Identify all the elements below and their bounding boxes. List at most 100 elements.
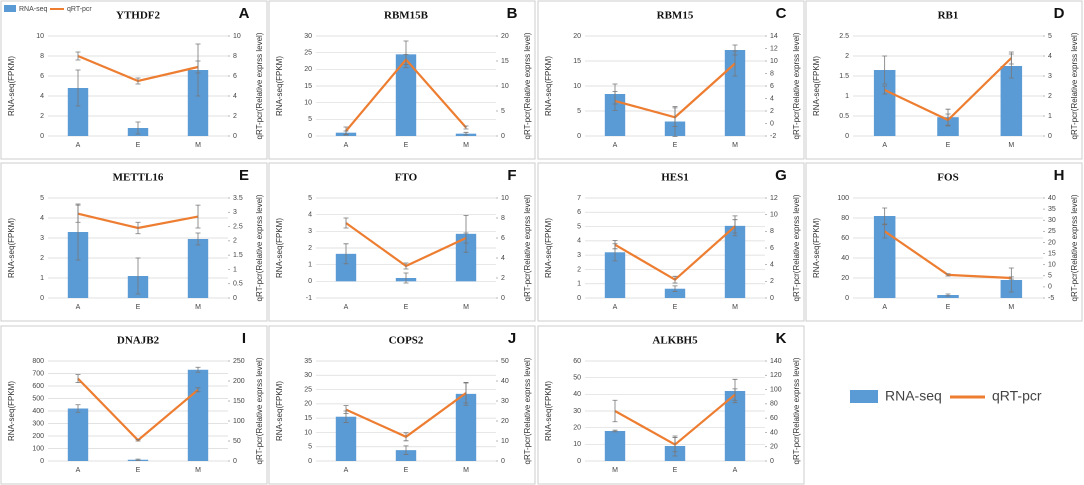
legend-label: RNA-seq xyxy=(885,388,942,404)
y-axis-label: RNA-seq(FPKM) xyxy=(544,381,553,441)
x-tick-label: M xyxy=(1008,304,1014,311)
y-tick-label: 500 xyxy=(32,395,44,402)
y2-axis-label: qRT-pcr(Relative exprss level) xyxy=(523,357,532,464)
y2-tick-label: 0 xyxy=(233,458,237,465)
chart-title: METTL16 xyxy=(113,172,164,184)
y2-tick-label: 8 xyxy=(233,53,237,60)
error-bar xyxy=(403,432,409,442)
chart-title: COPS2 xyxy=(389,335,424,347)
y-tick-label: 40 xyxy=(573,391,581,398)
bar xyxy=(335,253,357,282)
y-tick-label: 5 xyxy=(308,444,312,451)
error-bar xyxy=(1008,276,1014,280)
y2-tick-label: 15 xyxy=(1048,250,1056,257)
x-tick-label: E xyxy=(136,304,141,311)
y2-tick-label: 20 xyxy=(501,33,509,40)
x-tick-label: A xyxy=(882,142,887,149)
y2-tick-label: 0 xyxy=(501,458,505,465)
error-bar xyxy=(882,207,888,225)
bar xyxy=(395,450,417,461)
y-tick-label: 3 xyxy=(40,235,44,242)
x-tick-label: E xyxy=(136,142,141,149)
y2-tick-label: 0 xyxy=(770,295,774,302)
y-tick-label: 100 xyxy=(837,195,849,202)
bar xyxy=(455,233,477,282)
error-bar xyxy=(343,126,349,136)
panel-border xyxy=(805,162,1083,322)
y-axis-label: RNA-seq(FPKM) xyxy=(7,381,16,441)
y-tick-label: 1 xyxy=(845,93,849,100)
y-tick-label: 25 xyxy=(304,50,312,57)
y-tick-label: 3 xyxy=(577,252,581,259)
error-bar xyxy=(1008,267,1014,293)
y-tick-label: 25 xyxy=(304,386,312,393)
panel-border xyxy=(537,162,805,322)
y2-tick-label: 12 xyxy=(770,45,778,52)
y2-tick-label: 35 xyxy=(1048,206,1056,213)
bar xyxy=(724,391,746,461)
y-tick-label: 2 xyxy=(308,245,312,252)
y2-axis-label: qRT-pcr(Relative exprss level) xyxy=(255,194,264,301)
y-tick-label: 600 xyxy=(32,383,44,390)
x-tick-label: E xyxy=(404,467,409,474)
y2-tick-label: 8 xyxy=(770,70,774,77)
error-bar xyxy=(75,204,81,223)
line xyxy=(345,392,467,439)
y2-tick-label: 250 xyxy=(233,358,245,365)
y-tick-label: 0 xyxy=(40,133,44,140)
y-tick-label: 700 xyxy=(32,370,44,377)
y-tick-label: 8 xyxy=(40,53,44,60)
y2-axis-label: qRT-pcr(Relative exprss level) xyxy=(1070,32,1079,139)
bar xyxy=(724,225,746,298)
y-tick-label: 0 xyxy=(577,458,581,465)
legend-swatch xyxy=(4,5,16,12)
y-tick-label: 7 xyxy=(577,195,581,202)
chart-title: HES1 xyxy=(661,172,689,184)
y-tick-label: 5 xyxy=(577,108,581,115)
y2-tick-label: 40 xyxy=(770,429,778,436)
y2-tick-label: 140 xyxy=(770,358,782,365)
error-bar xyxy=(612,240,618,250)
error-bar xyxy=(463,232,469,244)
x-tick-label: E xyxy=(404,304,409,311)
y2-axis-label: qRT-pcr(Relative exprss level) xyxy=(792,194,801,301)
y-tick-label: 0 xyxy=(308,458,312,465)
bar xyxy=(67,88,89,136)
y2-tick-label: 1.5 xyxy=(233,252,243,259)
legend-swatch xyxy=(850,390,878,403)
bar xyxy=(873,70,896,136)
y2-axis-label: qRT-pcr(Relative exprss level) xyxy=(255,357,264,464)
y2-tick-label: 2 xyxy=(501,275,505,282)
panel-letter: K xyxy=(776,330,787,347)
y-tick-label: 20 xyxy=(304,66,312,73)
y2-tick-label: 120 xyxy=(770,372,782,379)
error-bar xyxy=(945,273,951,277)
y-tick-label: 20 xyxy=(841,275,849,282)
y2-tick-label: 25 xyxy=(1048,228,1056,235)
panel-letter: F xyxy=(507,167,516,184)
y-tick-label: 2 xyxy=(577,266,581,273)
y-tick-label: 10 xyxy=(573,441,581,448)
error-bar xyxy=(945,113,951,127)
chart-title: FOS xyxy=(937,172,958,184)
y2-tick-label: 0 xyxy=(501,133,505,140)
y2-tick-label: 100 xyxy=(233,418,245,425)
error-bar xyxy=(732,50,738,77)
y-tick-label: 1 xyxy=(577,281,581,288)
y-tick-label: 2.5 xyxy=(839,33,849,40)
y-tick-label: 400 xyxy=(32,408,44,415)
y2-tick-label: 150 xyxy=(233,398,245,405)
y-tick-label: 2 xyxy=(40,255,44,262)
error-bar xyxy=(672,437,678,453)
y-tick-label: 1.5 xyxy=(839,73,849,80)
y2-tick-label: 3 xyxy=(233,209,237,216)
panel-border xyxy=(0,162,268,322)
bar xyxy=(604,94,626,136)
y-tick-label: 4 xyxy=(40,215,44,222)
y-tick-label: 100 xyxy=(32,445,44,452)
error-bar xyxy=(672,285,678,292)
y-tick-label: 2 xyxy=(845,53,849,60)
y2-tick-label: 0 xyxy=(770,120,774,127)
y-tick-label: 6 xyxy=(577,209,581,216)
panel-letter: E xyxy=(239,167,249,184)
